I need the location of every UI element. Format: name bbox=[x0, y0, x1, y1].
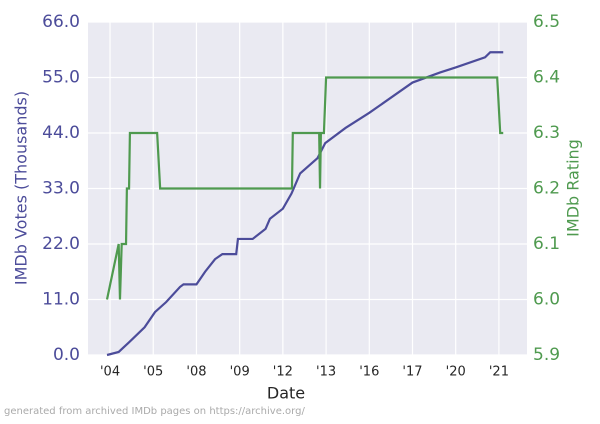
y2-tick-label: 6.5 bbox=[533, 12, 560, 32]
y2-tick-label: 6.0 bbox=[533, 290, 560, 310]
y2-tick-label: 6.3 bbox=[533, 123, 560, 143]
y-tick-label: 44.0 bbox=[42, 123, 80, 143]
x-axis-label: Date bbox=[267, 384, 305, 403]
y2-tick-label: 6.2 bbox=[533, 179, 560, 199]
y-tick-label: 33.0 bbox=[42, 179, 80, 199]
x-tick-label: '04 bbox=[100, 365, 120, 380]
y-tick-label: 11.0 bbox=[42, 290, 80, 310]
footnote: generated from archived IMDb pages on ht… bbox=[4, 406, 305, 417]
x-tick-label: '16 bbox=[359, 365, 379, 380]
series-line bbox=[105, 76, 504, 300]
x-tick-label: '05 bbox=[143, 365, 163, 380]
x-tick-label: '13 bbox=[316, 365, 336, 380]
x-tick-label: '17 bbox=[402, 365, 422, 380]
x-tick-label: '21 bbox=[489, 365, 509, 380]
series-line bbox=[106, 51, 504, 357]
y-tick-label: 0.0 bbox=[53, 345, 80, 365]
y-axis-label: IMDb Votes (Thousands) bbox=[12, 91, 31, 285]
y2-tick-label: 5.9 bbox=[533, 345, 560, 365]
x-tick-label: '12 bbox=[273, 365, 293, 380]
x-tick-label: '20 bbox=[446, 365, 466, 380]
y-tick-label: 55.0 bbox=[42, 68, 80, 88]
x-tick-label: '09 bbox=[230, 365, 250, 380]
y-tick-label: 66.0 bbox=[42, 12, 80, 32]
y2-tick-label: 6.1 bbox=[533, 234, 560, 254]
y-tick-label: 22.0 bbox=[42, 234, 80, 254]
x-tick-label: '08 bbox=[186, 365, 206, 380]
y2-axis-label: IMDb Rating bbox=[564, 139, 583, 237]
y2-tick-label: 6.4 bbox=[533, 68, 560, 88]
